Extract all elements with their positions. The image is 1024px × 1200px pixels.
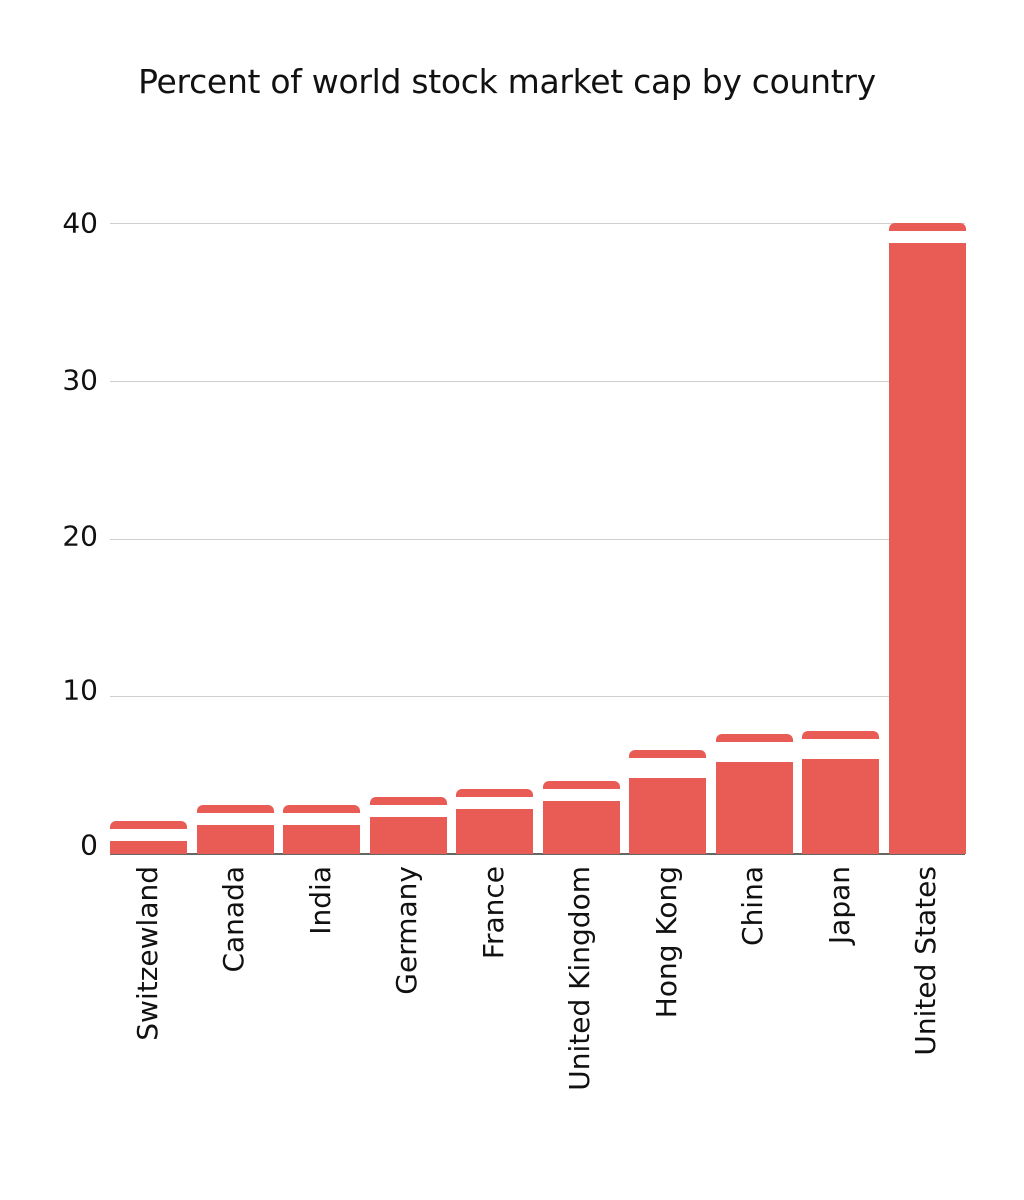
bar-body: [802, 758, 879, 854]
bar-body: [629, 777, 706, 854]
plot-area: [110, 223, 966, 855]
y-tick-40: 40: [62, 206, 98, 240]
x-label-united-states: United States: [909, 866, 942, 1056]
x-label-hong-kong: Hong Kong: [649, 866, 683, 1019]
bar-body: [196, 825, 274, 854]
bar-body: [456, 809, 533, 854]
bar-cap: [715, 734, 793, 743]
x-label-germany: Germany: [390, 866, 423, 995]
bar-body: [283, 825, 360, 854]
x-label-india: India: [303, 866, 337, 935]
y-tick-20: 20: [62, 519, 98, 553]
bar-united-states: [888, 223, 966, 854]
bar-cap: [802, 730, 879, 739]
x-label-canada: Canada: [217, 866, 250, 973]
bar-hong-kong: [629, 749, 706, 854]
x-label-france: France: [476, 866, 510, 960]
gridline-20: [110, 538, 965, 540]
y-tick-0: 0: [80, 828, 98, 862]
x-label-switzewland: Switzewland: [130, 866, 164, 1041]
x-label-united-kingdom: United Kingdom: [563, 866, 596, 1091]
bar-canada: [196, 805, 274, 854]
y-tick-10: 10: [62, 673, 98, 707]
bar-switzewland: [110, 820, 187, 854]
bar-cap: [542, 781, 620, 790]
gridline-40: [110, 223, 965, 224]
chart-title: Percent of world stock market cap by cou…: [138, 62, 876, 101]
bar-body: [110, 840, 187, 854]
bar-cap: [629, 749, 706, 758]
bar-united-kingdom: [542, 781, 620, 854]
bar-japan: [802, 730, 879, 854]
bar-india: [283, 805, 360, 854]
y-tick-30: 30: [62, 363, 98, 397]
x-label-japan: Japan: [822, 866, 856, 945]
bar-body: [542, 801, 620, 854]
bar-body: [369, 817, 447, 854]
bar-cap: [369, 797, 447, 806]
gridline-10: [110, 696, 965, 698]
bar-germany: [369, 797, 447, 854]
bar-cap: [456, 789, 533, 798]
bar-cap: [888, 223, 966, 231]
x-label-china: China: [736, 866, 769, 946]
bar-cap: [110, 820, 187, 829]
x-axis-line: [110, 853, 965, 855]
bar-china: [715, 734, 793, 854]
bar-body: [888, 243, 966, 854]
bar-body: [715, 762, 793, 854]
bar-cap: [196, 805, 274, 814]
gridline-30: [110, 380, 965, 382]
bar-france: [456, 789, 533, 854]
bar-cap: [283, 805, 360, 814]
